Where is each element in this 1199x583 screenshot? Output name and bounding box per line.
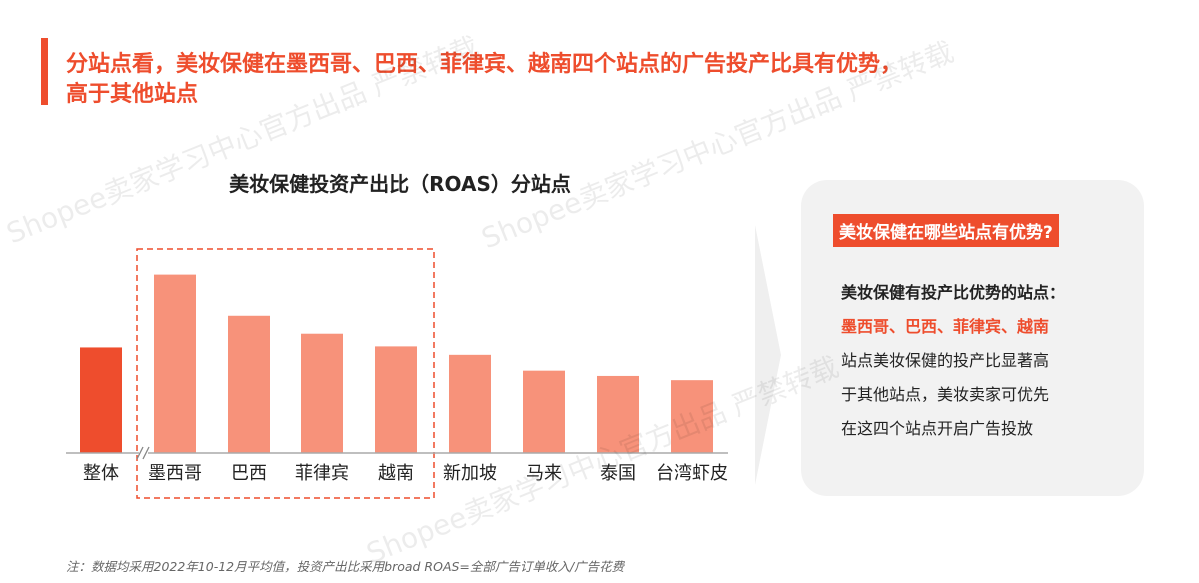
bar-4 [375, 346, 417, 453]
bar-2 [228, 315, 270, 453]
chevron-right-icon [755, 225, 781, 485]
panel-body-line-1: 站点美妆保健的投产比显著高 [841, 351, 1050, 370]
category-label-5: 新加坡 [443, 463, 497, 484]
category-label-0: 整体 [83, 463, 119, 484]
panel-body-line-2: 于其他站点，美妆卖家可优先 [841, 385, 1050, 404]
bar-0 [80, 347, 122, 453]
headline-line-2: 高于其他站点 [66, 82, 199, 107]
category-label-6: 马来 [526, 463, 562, 484]
category-label-1: 墨西哥 [148, 463, 202, 484]
category-label-7: 泰国 [600, 463, 636, 484]
bar-3 [301, 333, 343, 453]
category-label-8: 台湾虾皮 [656, 463, 728, 484]
axis-break [136, 446, 150, 460]
headline: 分站点看，美妆保健在墨西哥、巴西、菲律宾、越南四个站点的广告投产比具有优势， 高… [66, 50, 1066, 110]
panel-title: 美妆保健在哪些站点有优势? [833, 214, 1059, 247]
bar-1 [154, 274, 196, 453]
footnote: 注：数据均采用2022年10-12月平均值，投资产出比采用broad ROAS=… [66, 559, 625, 574]
roas-bar-chart: 整体 墨西哥 巴西 菲律宾 越南 新加坡 马来 泰国 台湾虾皮 [66, 248, 728, 499]
highlight-box [136, 248, 435, 499]
headline-line-1: 分站点看，美妆保健在墨西哥、巴西、菲律宾、越南四个站点的广告投产比具有优势， [66, 52, 903, 77]
insight-panel: 美妆保健在哪些站点有优势? 美妆保健有投产比优势的站点： 墨西哥、巴西、菲律宾、… [801, 180, 1144, 496]
panel-highlight: 墨西哥、巴西、菲律宾、越南 [841, 317, 1050, 336]
bar-8 [671, 380, 713, 453]
headline-accent-bar [41, 38, 48, 105]
category-label-4: 越南 [378, 463, 414, 484]
chart-title: 美妆保健投资产出比（ROAS）分站点 [229, 172, 571, 196]
bar-6 [523, 370, 565, 453]
panel-body: 美妆保健有投产比优势的站点： 墨西哥、巴西、菲律宾、越南 站点美妆保健的投产比显… [841, 276, 1121, 446]
category-label-2: 巴西 [231, 463, 267, 484]
category-label-3: 菲律宾 [295, 463, 349, 484]
panel-lead: 美妆保健有投产比优势的站点： [841, 283, 1066, 302]
panel-body-line-3: 在这四个站点开启广告投放 [841, 419, 1034, 438]
bar-5 [449, 354, 491, 453]
bar-7 [597, 375, 639, 453]
